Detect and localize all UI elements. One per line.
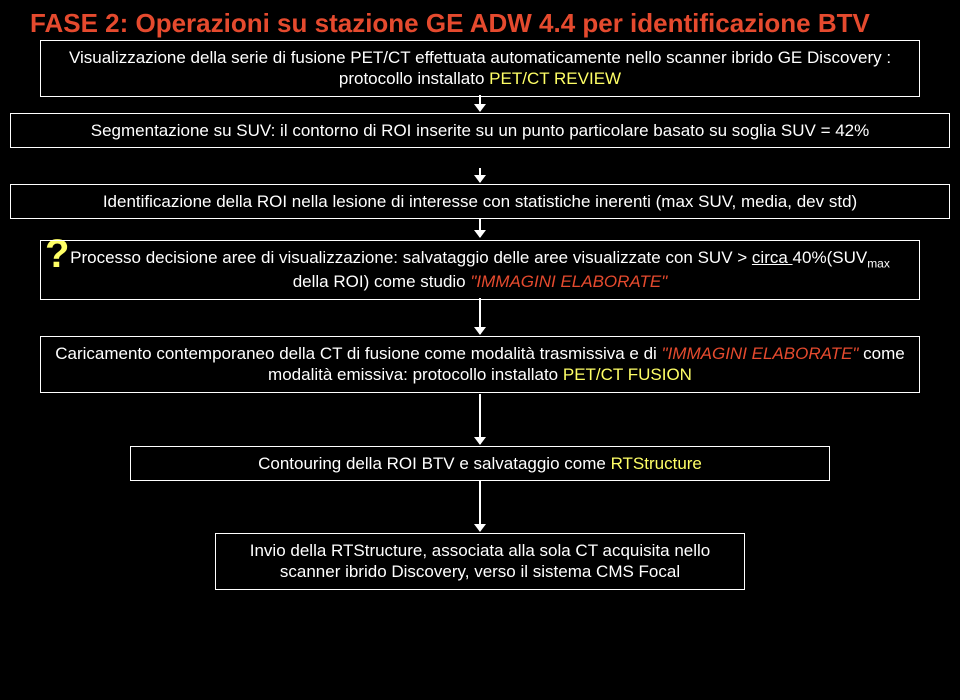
b4-sub: max <box>867 256 890 270</box>
arrow-2 <box>479 168 481 182</box>
b6-highlight: RTStructure <box>611 454 702 473</box>
b5-pre: Caricamento contemporaneo della CT di fu… <box>55 344 661 363</box>
b4-highlight: "IMMAGINI ELABORATE" <box>470 272 667 291</box>
b5-hl2: PET/CT FUSION <box>563 365 692 384</box>
b1-highlight: PET/CT REVIEW <box>489 69 621 88</box>
step-box-invio: Invio della RTStructure, associata alla … <box>215 533 745 590</box>
arrow-3 <box>479 219 481 237</box>
step-box-processo-decisione: Processo decisione aree di visualizzazio… <box>40 240 920 300</box>
step-box-contouring: Contouring della ROI BTV e salvataggio c… <box>130 446 830 481</box>
b6-pre: Contouring della ROI BTV e salvataggio c… <box>258 454 610 473</box>
b4-mid: 40%(SUV <box>793 248 868 267</box>
b4-pre: Processo decisione aree di visualizzazio… <box>70 248 752 267</box>
step-box-visualizzazione: Visualizzazione della serie di fusione P… <box>40 40 920 97</box>
slide-title: FASE 2: Operazioni su stazione GE ADW 4.… <box>30 8 870 39</box>
step-box-identificazione: Identificazione della ROI nella lesione … <box>10 184 950 219</box>
arrow-5 <box>479 394 481 444</box>
arrow-4 <box>479 298 481 334</box>
step-box-segmentazione: Segmentazione su SUV: il contorno di ROI… <box>10 113 950 148</box>
b1-text: Visualizzazione della serie di fusione P… <box>69 48 891 88</box>
step-box-caricamento: Caricamento contemporaneo della CT di fu… <box>40 336 920 393</box>
b4-underline: circa <box>752 248 793 267</box>
arrow-6 <box>479 481 481 531</box>
b4-mid2: della ROI) come studio <box>293 272 471 291</box>
arrow-1 <box>479 95 481 111</box>
b5-hl1: "IMMAGINI ELABORATE" <box>662 344 859 363</box>
